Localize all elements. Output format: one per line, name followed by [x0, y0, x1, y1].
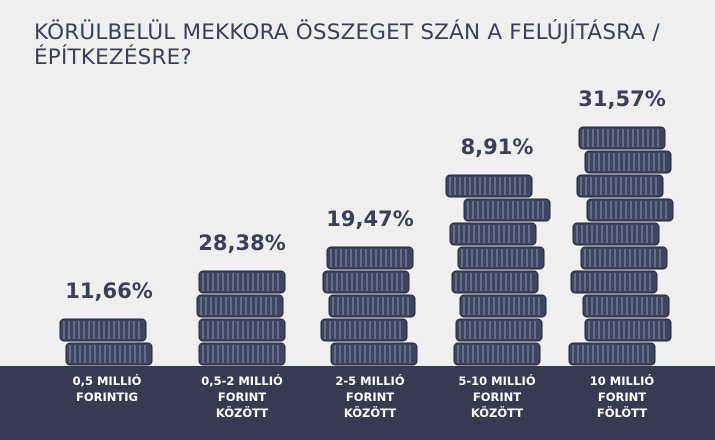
coin-body — [320, 318, 408, 342]
coin — [455, 318, 543, 342]
coin — [320, 318, 408, 342]
coin — [449, 222, 537, 246]
coin — [584, 318, 672, 342]
coin-body — [196, 294, 284, 318]
coin-body — [457, 246, 545, 270]
coin — [576, 174, 664, 198]
coin-stack-3 — [320, 246, 418, 366]
category-label-1-line-1: 0,5 MILLIÓ — [73, 373, 142, 388]
coin — [580, 246, 668, 270]
coin-body — [568, 342, 656, 366]
coin-body — [322, 270, 410, 294]
coin — [457, 246, 545, 270]
category-label-1-line-2: FORINTIG — [76, 390, 138, 404]
coin — [453, 342, 541, 366]
category-label-5-line-3: FÖLÖTT — [597, 405, 647, 420]
coin — [198, 270, 286, 294]
chart-title: KÖRÜLBELÜL MEKKORA ÖSSZEGET SZÁN A FELÚJ… — [34, 20, 694, 70]
coin-body — [576, 174, 664, 198]
coin — [196, 294, 284, 318]
coin — [328, 294, 416, 318]
coin — [459, 294, 547, 318]
value-label-3: 19,47% — [326, 207, 413, 231]
coin — [572, 222, 660, 246]
coin-body — [459, 294, 547, 318]
coin — [59, 318, 147, 342]
coin — [582, 294, 670, 318]
coin-body — [580, 246, 668, 270]
category-label-2-line-3: KÖZÖTT — [216, 405, 268, 420]
coin — [198, 318, 286, 342]
category-label-3-line-1: 2-5 MILLIÓ — [335, 373, 404, 388]
coin-stack-1 — [59, 318, 153, 366]
coin — [578, 126, 666, 150]
coin-body — [584, 318, 672, 342]
coin-body — [451, 270, 539, 294]
category-label-3-line-3: KÖZÖTT — [344, 405, 396, 420]
coin — [330, 342, 418, 366]
category-band — [0, 366, 715, 440]
coin-body — [455, 318, 543, 342]
category-label-2-line-1: 0,5-2 MILLIÓ — [201, 373, 283, 388]
chart-title-line-2: ÉPÍTKEZÉSRE? — [34, 45, 193, 70]
coin-body — [570, 270, 658, 294]
coin-body — [198, 270, 286, 294]
coin-stack-5 — [568, 126, 674, 366]
coin — [326, 246, 414, 270]
coin-body — [584, 150, 672, 174]
coin-body — [463, 198, 551, 222]
coin — [198, 342, 286, 366]
coin-body — [198, 342, 286, 366]
coin — [568, 342, 656, 366]
coin-body — [59, 318, 147, 342]
coin-body — [582, 294, 670, 318]
coin-body — [330, 342, 418, 366]
coin — [65, 342, 153, 366]
coin — [451, 270, 539, 294]
coin-body — [586, 198, 674, 222]
coin-stack-2 — [196, 270, 286, 366]
coin — [584, 150, 672, 174]
category-label-2-line-2: FORINT — [218, 390, 266, 404]
category-label-5-line-2: FORINT — [598, 390, 646, 404]
category-label-4-line-2: FORINT — [473, 390, 521, 404]
category-label-3-line-2: FORINT — [346, 390, 394, 404]
coin — [445, 174, 533, 198]
coin — [463, 198, 551, 222]
coin-body — [198, 318, 286, 342]
coin-body — [572, 222, 660, 246]
coin-body — [445, 174, 533, 198]
coin — [586, 198, 674, 222]
value-label-1: 11,66% — [65, 279, 152, 303]
value-label-5: 31,57% — [578, 87, 665, 111]
category-label-4-line-1: 5-10 MILLIÓ — [458, 373, 535, 388]
coin-body — [328, 294, 416, 318]
coin-body — [453, 342, 541, 366]
coin-body — [326, 246, 414, 270]
coin-body — [578, 126, 666, 150]
coin — [570, 270, 658, 294]
value-label-2: 28,38% — [198, 231, 285, 255]
coin-body — [449, 222, 537, 246]
value-label-4: 8,91% — [461, 135, 534, 159]
chart-title-line-1: KÖRÜLBELÜL MEKKORA ÖSSZEGET SZÁN A FELÚJ… — [34, 20, 660, 45]
category-label-5-line-1: 10 MILLIÓ — [590, 373, 655, 388]
coin-body — [65, 342, 153, 366]
coin — [322, 270, 410, 294]
category-label-4-line-3: KÖZÖTT — [471, 405, 523, 420]
coin-stack-4 — [445, 174, 551, 366]
